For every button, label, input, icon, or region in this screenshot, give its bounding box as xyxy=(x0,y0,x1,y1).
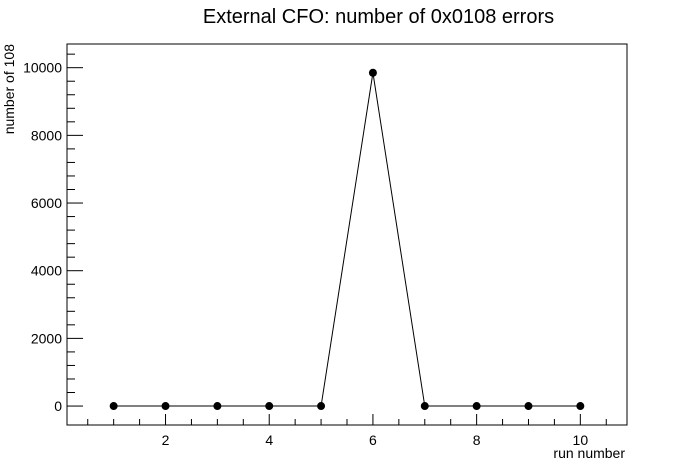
data-point xyxy=(265,402,274,411)
data-point xyxy=(576,402,585,411)
data-point xyxy=(420,402,429,411)
data-point xyxy=(524,402,533,411)
data-point xyxy=(472,402,481,411)
y-tick-label: 0 xyxy=(54,398,62,414)
y-tick-label: 10000 xyxy=(23,60,62,76)
data-point xyxy=(213,402,222,411)
x-tick-label: 10 xyxy=(573,432,589,448)
series-line xyxy=(113,72,581,407)
data-point xyxy=(317,402,326,411)
chart-title: External CFO: number of 0x0108 errors xyxy=(202,6,555,28)
x-tick-label: 8 xyxy=(473,432,481,448)
data-point xyxy=(161,402,170,411)
x-tick-label: 4 xyxy=(265,432,273,448)
x-axis-label: run number xyxy=(553,445,625,461)
x-tick-label: 2 xyxy=(162,432,170,448)
y-tick-label: 8000 xyxy=(31,127,62,143)
data-point xyxy=(109,402,118,411)
plot-frame xyxy=(66,43,628,426)
y-tick-label: 2000 xyxy=(31,330,62,346)
data-point xyxy=(368,68,377,77)
x-tick-label: 6 xyxy=(369,432,377,448)
y-axis-label: number of 108 xyxy=(1,44,17,134)
y-tick-label: 6000 xyxy=(31,195,62,211)
y-tick-label: 4000 xyxy=(31,263,62,279)
